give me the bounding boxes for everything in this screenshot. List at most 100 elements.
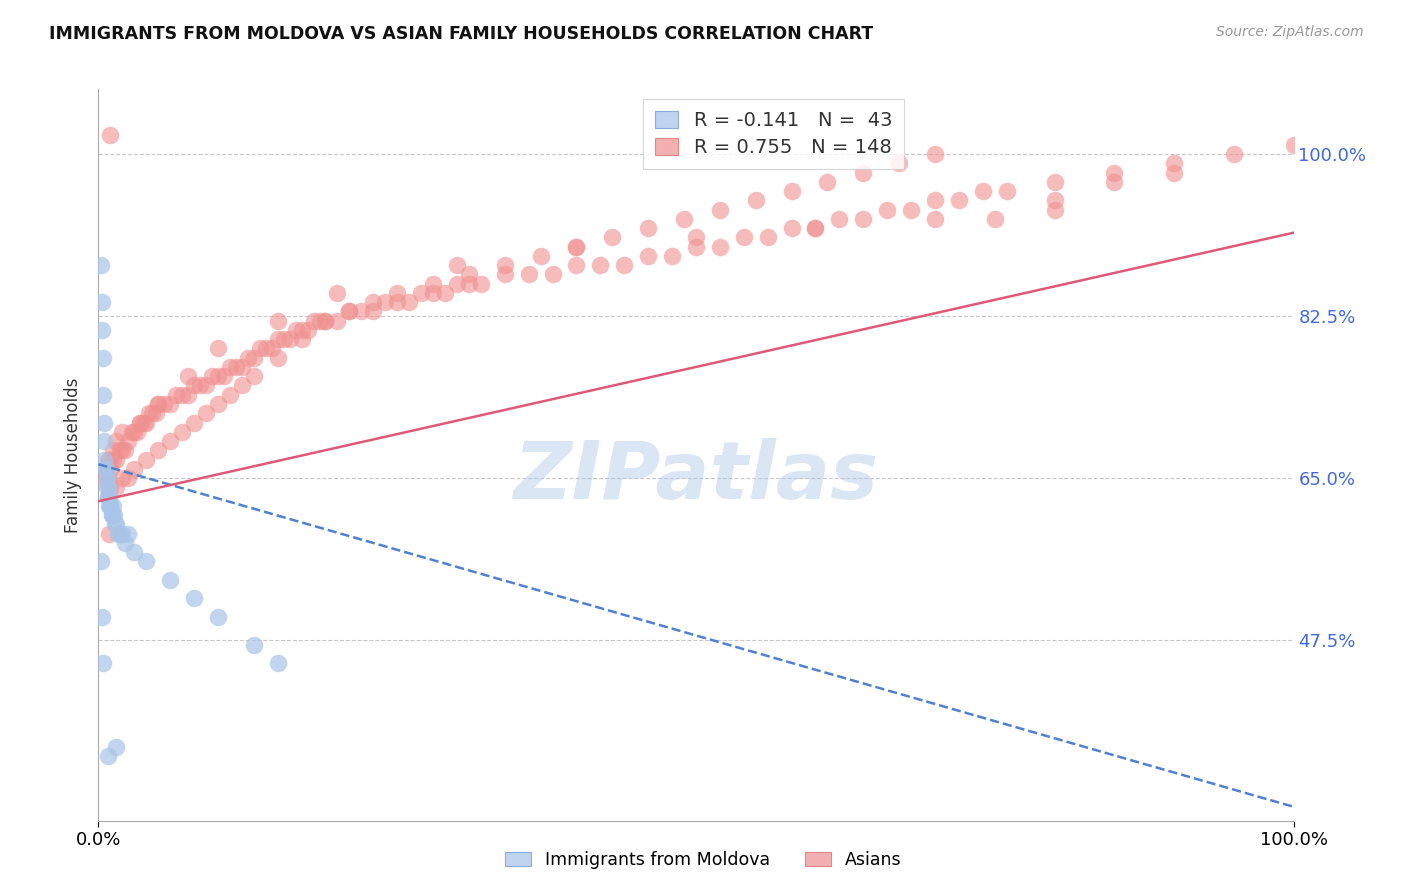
Point xyxy=(97,490,120,504)
Point xyxy=(177,388,200,402)
Point xyxy=(685,239,707,253)
Point xyxy=(1104,165,1126,179)
Point xyxy=(124,545,146,559)
Point xyxy=(458,277,481,291)
Point xyxy=(94,462,117,476)
Point xyxy=(291,323,314,337)
Point xyxy=(98,499,121,513)
Point xyxy=(243,638,266,652)
Point xyxy=(565,258,588,272)
Point xyxy=(231,378,253,392)
Point xyxy=(780,221,803,235)
Point xyxy=(673,211,696,226)
Point xyxy=(308,313,330,327)
Point xyxy=(108,443,131,458)
Point xyxy=(243,369,266,384)
Point xyxy=(602,230,624,244)
Point xyxy=(422,285,444,300)
Point xyxy=(745,194,768,208)
Point xyxy=(159,573,181,587)
Point xyxy=(135,452,157,467)
Point xyxy=(889,156,911,170)
Point xyxy=(117,434,139,448)
Point xyxy=(446,258,468,272)
Point xyxy=(756,230,779,244)
Legend: Immigrants from Moldova, Asians: Immigrants from Moldova, Asians xyxy=(498,845,908,876)
Point xyxy=(207,342,229,356)
Point xyxy=(494,258,516,272)
Point xyxy=(900,202,922,217)
Point xyxy=(852,211,875,226)
Point xyxy=(138,406,160,420)
Point xyxy=(972,184,994,198)
Point xyxy=(1104,175,1126,189)
Point xyxy=(96,471,118,485)
Point xyxy=(94,462,117,476)
Point xyxy=(494,268,516,282)
Point xyxy=(398,295,420,310)
Point xyxy=(278,332,301,346)
Point xyxy=(350,304,373,318)
Point xyxy=(101,443,124,458)
Point xyxy=(124,425,146,439)
Point xyxy=(924,194,946,208)
Point xyxy=(195,406,218,420)
Point xyxy=(148,397,170,411)
Point xyxy=(249,342,271,356)
Point xyxy=(159,397,181,411)
Point xyxy=(135,554,157,568)
Point xyxy=(141,406,163,420)
Point xyxy=(541,268,564,282)
Point xyxy=(434,285,457,300)
Point xyxy=(153,397,176,411)
Point xyxy=(284,323,307,337)
Point xyxy=(422,277,444,291)
Point xyxy=(105,517,128,532)
Point xyxy=(105,480,128,494)
Point xyxy=(876,202,898,217)
Point xyxy=(129,416,152,430)
Point xyxy=(98,480,122,494)
Point xyxy=(207,397,229,411)
Point xyxy=(446,277,468,291)
Text: ZIPatlas: ZIPatlas xyxy=(513,438,879,516)
Point xyxy=(98,128,122,143)
Point xyxy=(637,249,659,263)
Point xyxy=(924,147,946,161)
Point xyxy=(111,471,134,485)
Point xyxy=(98,490,121,504)
Point xyxy=(613,258,636,272)
Point xyxy=(291,332,314,346)
Point xyxy=(326,313,349,327)
Point xyxy=(260,342,283,356)
Point xyxy=(780,184,803,198)
Point xyxy=(91,323,114,337)
Point xyxy=(589,258,612,272)
Point xyxy=(98,499,122,513)
Point xyxy=(1223,147,1246,161)
Point xyxy=(97,452,120,467)
Point xyxy=(852,165,875,179)
Point xyxy=(315,313,337,327)
Point xyxy=(98,499,122,513)
Point xyxy=(219,388,242,402)
Y-axis label: Family Households: Family Households xyxy=(65,377,83,533)
Point xyxy=(267,657,290,671)
Point xyxy=(114,443,136,458)
Point xyxy=(315,313,337,327)
Text: IMMIGRANTS FROM MOLDOVA VS ASIAN FAMILY HOUSEHOLDS CORRELATION CHART: IMMIGRANTS FROM MOLDOVA VS ASIAN FAMILY … xyxy=(49,25,873,43)
Point xyxy=(91,295,114,310)
Point xyxy=(267,313,290,327)
Point xyxy=(117,471,139,485)
Point xyxy=(100,508,122,522)
Point xyxy=(172,388,194,402)
Point xyxy=(111,425,134,439)
Point xyxy=(96,471,118,485)
Point xyxy=(231,359,253,374)
Point xyxy=(97,471,120,485)
Point xyxy=(709,239,731,253)
Point xyxy=(828,211,851,226)
Point xyxy=(105,739,128,754)
Point xyxy=(1043,194,1066,208)
Point xyxy=(273,332,295,346)
